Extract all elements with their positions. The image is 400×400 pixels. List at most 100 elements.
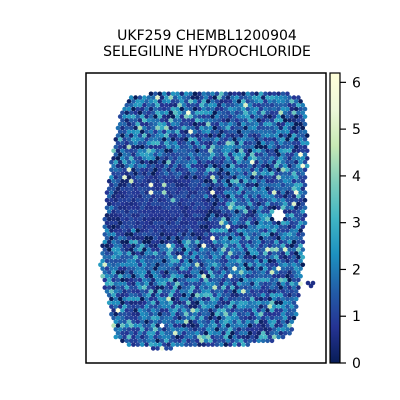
spot-marker <box>137 315 143 321</box>
spot-marker <box>199 194 204 199</box>
spot-marker <box>280 228 286 233</box>
spot-marker <box>234 224 240 230</box>
spot-marker <box>289 159 295 165</box>
spot-marker <box>199 277 204 283</box>
spot-marker <box>263 327 268 332</box>
spot-marker <box>210 266 215 271</box>
spot-marker <box>150 270 156 275</box>
spot-marker <box>221 330 226 336</box>
spot-marker <box>310 280 316 286</box>
spot-marker <box>291 285 297 290</box>
spot-marker <box>183 159 189 165</box>
spot-marker <box>113 205 119 211</box>
spot-marker <box>155 209 160 214</box>
spot-marker <box>115 140 121 146</box>
spot-marker <box>282 156 288 161</box>
spot-marker <box>104 190 110 195</box>
spot-marker <box>157 289 163 294</box>
spot-marker <box>247 239 253 245</box>
spot-marker <box>214 304 220 309</box>
spot-marker <box>194 254 200 260</box>
spot-marker <box>282 163 288 169</box>
spot-marker <box>302 152 308 157</box>
spot-marker <box>223 319 229 325</box>
spot-marker <box>159 224 165 230</box>
spot-marker <box>287 300 292 306</box>
spot-marker <box>280 296 286 302</box>
spot-marker <box>276 137 281 142</box>
spot-marker <box>126 319 132 325</box>
spot-marker <box>230 163 235 169</box>
spot-marker <box>159 163 165 169</box>
spot-marker <box>194 323 200 328</box>
spot-marker <box>131 296 136 302</box>
spot-marker <box>276 266 281 271</box>
spot-marker <box>208 300 213 306</box>
spot-marker <box>241 152 246 157</box>
spot-marker <box>232 251 237 256</box>
spot-marker <box>177 277 182 283</box>
spot-marker <box>197 289 202 294</box>
spot-marker <box>126 137 132 142</box>
spot-marker <box>157 144 163 150</box>
spot-marker <box>164 232 169 237</box>
spot-marker <box>170 319 176 325</box>
spot-marker <box>243 163 248 169</box>
spot-marker <box>172 178 178 184</box>
spot-marker <box>133 186 138 192</box>
spot-marker <box>135 213 141 218</box>
spot-marker <box>148 129 154 135</box>
spot-marker <box>278 308 284 313</box>
spot-marker <box>278 186 284 192</box>
spot-marker <box>124 216 130 222</box>
spot-marker <box>186 323 191 328</box>
spot-marker <box>148 319 154 325</box>
spot-marker <box>285 281 290 287</box>
spot-marker <box>190 277 196 283</box>
spot-marker <box>164 201 169 207</box>
spot-marker <box>203 171 209 176</box>
spot-marker <box>208 216 213 222</box>
spot-marker <box>181 216 187 222</box>
spot-marker <box>216 239 222 245</box>
spot-marker <box>241 251 246 256</box>
spot-marker <box>293 159 299 165</box>
spot-marker <box>208 232 213 237</box>
spot-marker <box>304 163 310 169</box>
spot-marker <box>197 197 202 203</box>
spot-marker <box>133 133 138 138</box>
spot-marker <box>201 114 207 119</box>
spot-marker <box>300 247 306 252</box>
spot-marker <box>247 285 253 290</box>
spot-marker <box>263 334 268 340</box>
spot-marker <box>245 296 251 302</box>
spot-marker <box>219 175 224 180</box>
spot-marker <box>201 228 207 233</box>
spot-marker <box>232 121 237 127</box>
spot-marker <box>194 285 200 290</box>
spot-marker <box>186 216 191 222</box>
spot-marker <box>153 311 158 317</box>
spot-marker <box>247 171 253 176</box>
spot-marker <box>214 258 220 264</box>
spot-marker <box>120 178 125 184</box>
spot-marker <box>194 133 200 138</box>
spot-marker <box>194 148 200 154</box>
spot-marker <box>183 175 189 180</box>
spot-marker <box>212 216 218 222</box>
spot-marker <box>177 171 182 176</box>
spot-marker <box>227 159 233 165</box>
spot-marker <box>285 327 290 332</box>
spot-marker <box>186 133 191 138</box>
spot-marker <box>300 201 306 207</box>
spot-marker <box>170 213 176 218</box>
spot-marker <box>199 133 204 138</box>
spot-marker <box>135 137 141 142</box>
spot-marker <box>205 258 211 264</box>
spot-marker <box>133 323 138 328</box>
spot-marker <box>208 148 213 154</box>
spot-marker <box>183 342 189 347</box>
spot-marker <box>159 102 165 108</box>
spot-marker <box>177 308 182 313</box>
spot-marker <box>245 235 251 241</box>
